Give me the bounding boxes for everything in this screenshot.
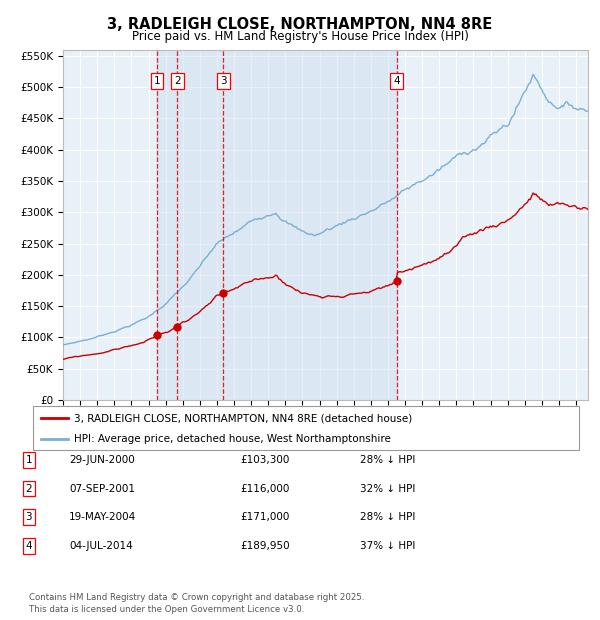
Text: £116,000: £116,000 [240, 484, 289, 494]
Point [218, 288, 228, 298]
Point [173, 322, 182, 332]
Text: HPI: Average price, detached house, West Northamptonshire: HPI: Average price, detached house, West… [74, 433, 391, 444]
Text: £171,000: £171,000 [240, 512, 289, 522]
Bar [157, 50, 397, 400]
Text: 07-SEP-2001: 07-SEP-2001 [69, 484, 135, 494]
Text: Contains HM Land Registry data © Crown copyright and database right 2025.
This d: Contains HM Land Registry data © Crown c… [29, 593, 364, 614]
Text: 4: 4 [25, 541, 32, 551]
Text: 2: 2 [174, 76, 181, 86]
Text: 28% ↓ HPI: 28% ↓ HPI [360, 455, 415, 465]
Text: 37% ↓ HPI: 37% ↓ HPI [360, 541, 415, 551]
Text: Price paid vs. HM Land Registry's House Price Index (HPI): Price paid vs. HM Land Registry's House … [131, 30, 469, 43]
FancyBboxPatch shape [33, 406, 579, 450]
Text: 1: 1 [154, 76, 160, 86]
Text: 29-JUN-2000: 29-JUN-2000 [69, 455, 135, 465]
Text: 2: 2 [25, 484, 32, 494]
Text: 19-MAY-2004: 19-MAY-2004 [69, 512, 136, 522]
Text: £103,300: £103,300 [240, 455, 289, 465]
Text: 3: 3 [25, 512, 32, 522]
Text: 3, RADLEIGH CLOSE, NORTHAMPTON, NN4 8RE: 3, RADLEIGH CLOSE, NORTHAMPTON, NN4 8RE [107, 17, 493, 32]
Text: 1: 1 [25, 455, 32, 465]
Text: £189,950: £189,950 [240, 541, 290, 551]
Text: 3: 3 [220, 76, 227, 86]
Text: 04-JUL-2014: 04-JUL-2014 [69, 541, 133, 551]
Text: 28% ↓ HPI: 28% ↓ HPI [360, 512, 415, 522]
Text: 4: 4 [393, 76, 400, 86]
Text: 32% ↓ HPI: 32% ↓ HPI [360, 484, 415, 494]
Point [392, 276, 401, 286]
Point [152, 330, 162, 340]
Text: 3, RADLEIGH CLOSE, NORTHAMPTON, NN4 8RE (detached house): 3, RADLEIGH CLOSE, NORTHAMPTON, NN4 8RE … [74, 414, 412, 423]
